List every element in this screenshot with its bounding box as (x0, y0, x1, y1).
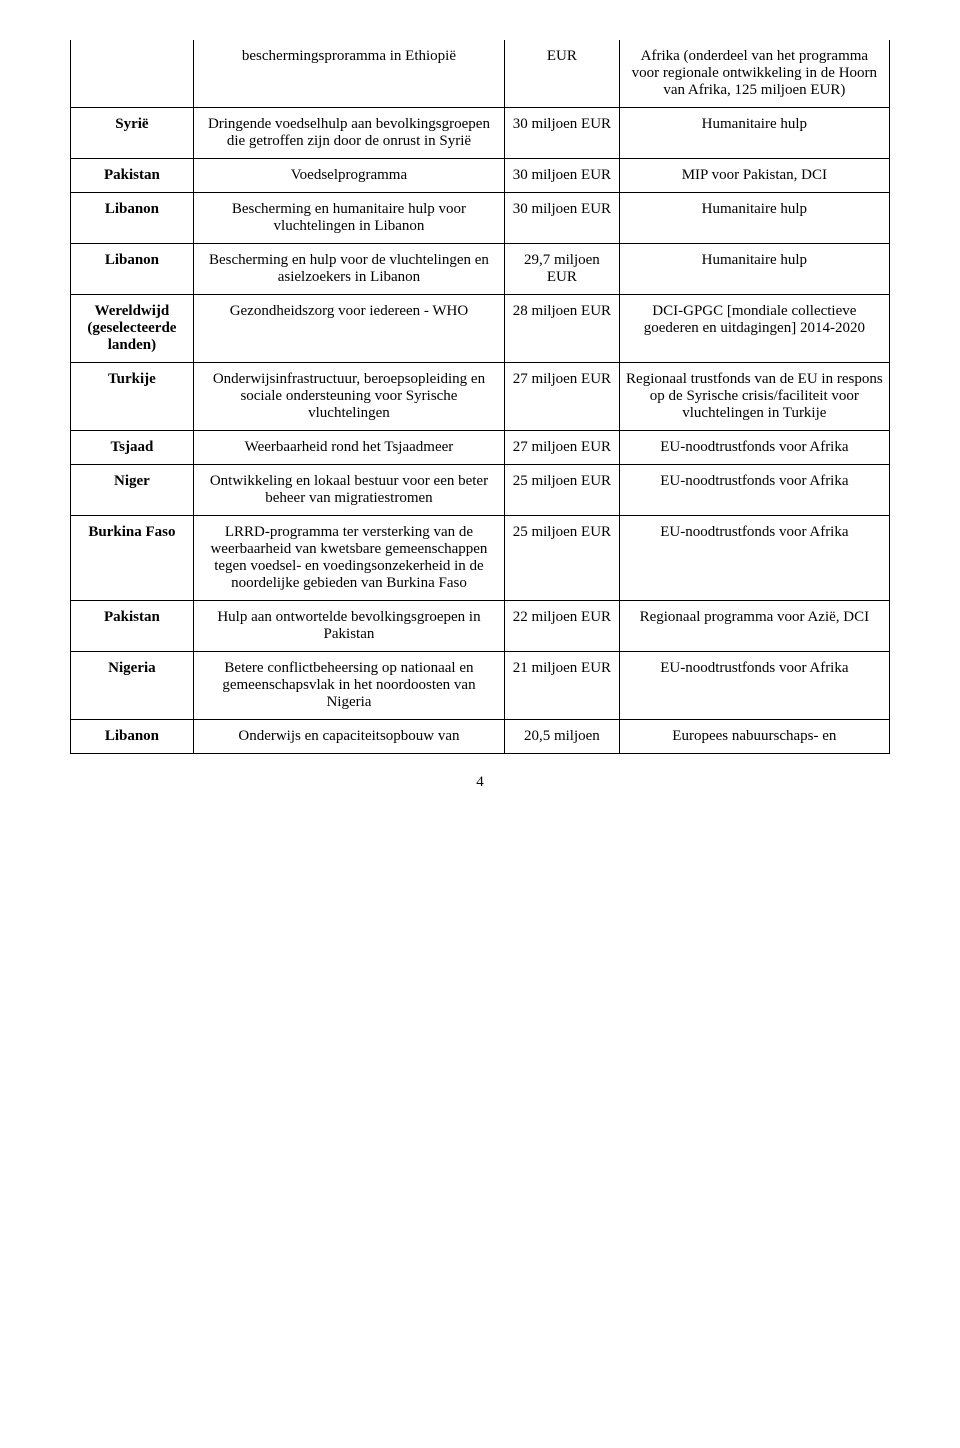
program-cell: Betere conflictbeheersing op nationaal e… (193, 652, 504, 720)
amount-cell: 27 miljoen EUR (505, 431, 620, 465)
table-row: LibanonBescherming en humanitaire hulp v… (71, 193, 890, 244)
table-row: NigeriaBetere conflictbeheersing op nati… (71, 652, 890, 720)
country-cell: Libanon (71, 720, 194, 754)
amount-cell: 27 miljoen EUR (505, 363, 620, 431)
country-cell: Burkina Faso (71, 516, 194, 601)
table-row: TsjaadWeerbaarheid rond het Tsjaadmeer27… (71, 431, 890, 465)
table-row: Wereldwijd (geselecteerde landen)Gezondh… (71, 295, 890, 363)
country-cell: Wereldwijd (geselecteerde landen) (71, 295, 194, 363)
country-cell: Niger (71, 465, 194, 516)
source-cell: Afrika (onderdeel van het programma voor… (619, 40, 889, 108)
amount-cell: 20,5 miljoen (505, 720, 620, 754)
source-cell: MIP voor Pakistan, DCI (619, 159, 889, 193)
program-cell: Bescherming en humanitaire hulp voor vlu… (193, 193, 504, 244)
program-cell: Onderwijs en capaciteitsopbouw van (193, 720, 504, 754)
program-cell: Gezondheidszorg voor iedereen - WHO (193, 295, 504, 363)
amount-cell: 30 miljoen EUR (505, 108, 620, 159)
source-cell: Humanitaire hulp (619, 193, 889, 244)
source-cell: EU-noodtrustfonds voor Afrika (619, 465, 889, 516)
table-row: Burkina FasoLRRD-programma ter versterki… (71, 516, 890, 601)
amount-cell: 25 miljoen EUR (505, 465, 620, 516)
source-cell: Humanitaire hulp (619, 108, 889, 159)
country-cell: Tsjaad (71, 431, 194, 465)
amount-cell: 25 miljoen EUR (505, 516, 620, 601)
funding-table-body: beschermingsproramma in EthiopiëEURAfrik… (71, 40, 890, 754)
amount-cell: 30 miljoen EUR (505, 159, 620, 193)
program-cell: beschermingsproramma in Ethiopië (193, 40, 504, 108)
program-cell: Weerbaarheid rond het Tsjaadmeer (193, 431, 504, 465)
page-number: 4 (70, 774, 890, 791)
source-cell: EU-noodtrustfonds voor Afrika (619, 431, 889, 465)
amount-cell: 30 miljoen EUR (505, 193, 620, 244)
source-cell: DCI-GPGC [mondiale collectieve goederen … (619, 295, 889, 363)
table-row: NigerOntwikkeling en lokaal bestuur voor… (71, 465, 890, 516)
country-cell: Pakistan (71, 159, 194, 193)
program-cell: Onderwijsinfrastructuur, beroepsopleidin… (193, 363, 504, 431)
amount-cell: 29,7 miljoen EUR (505, 244, 620, 295)
country-cell (71, 40, 194, 108)
source-cell: EU-noodtrustfonds voor Afrika (619, 516, 889, 601)
program-cell: Dringende voedselhulp aan bevolkingsgroe… (193, 108, 504, 159)
amount-cell: EUR (505, 40, 620, 108)
country-cell: Libanon (71, 193, 194, 244)
country-cell: Turkije (71, 363, 194, 431)
country-cell: Pakistan (71, 601, 194, 652)
funding-table: beschermingsproramma in EthiopiëEURAfrik… (70, 40, 890, 754)
source-cell: Regionaal programma voor Azië, DCI (619, 601, 889, 652)
table-row: LibanonOnderwijs en capaciteitsopbouw va… (71, 720, 890, 754)
table-row: PakistanHulp aan ontwortelde bevolkingsg… (71, 601, 890, 652)
amount-cell: 22 miljoen EUR (505, 601, 620, 652)
table-row: TurkijeOnderwijsinfrastructuur, beroepso… (71, 363, 890, 431)
program-cell: Voedselprogramma (193, 159, 504, 193)
source-cell: Europees nabuurschaps- en (619, 720, 889, 754)
country-cell: Nigeria (71, 652, 194, 720)
program-cell: Hulp aan ontwortelde bevolkingsgroepen i… (193, 601, 504, 652)
table-row: LibanonBescherming en hulp voor de vluch… (71, 244, 890, 295)
program-cell: Bescherming en hulp voor de vluchtelinge… (193, 244, 504, 295)
table-row: beschermingsproramma in EthiopiëEURAfrik… (71, 40, 890, 108)
amount-cell: 28 miljoen EUR (505, 295, 620, 363)
source-cell: Regionaal trustfonds van de EU in respon… (619, 363, 889, 431)
amount-cell: 21 miljoen EUR (505, 652, 620, 720)
country-cell: Libanon (71, 244, 194, 295)
country-cell: Syrië (71, 108, 194, 159)
table-row: PakistanVoedselprogramma30 miljoen EURMI… (71, 159, 890, 193)
program-cell: Ontwikkeling en lokaal bestuur voor een … (193, 465, 504, 516)
source-cell: Humanitaire hulp (619, 244, 889, 295)
program-cell: LRRD-programma ter versterking van de we… (193, 516, 504, 601)
table-row: SyriëDringende voedselhulp aan bevolking… (71, 108, 890, 159)
source-cell: EU-noodtrustfonds voor Afrika (619, 652, 889, 720)
